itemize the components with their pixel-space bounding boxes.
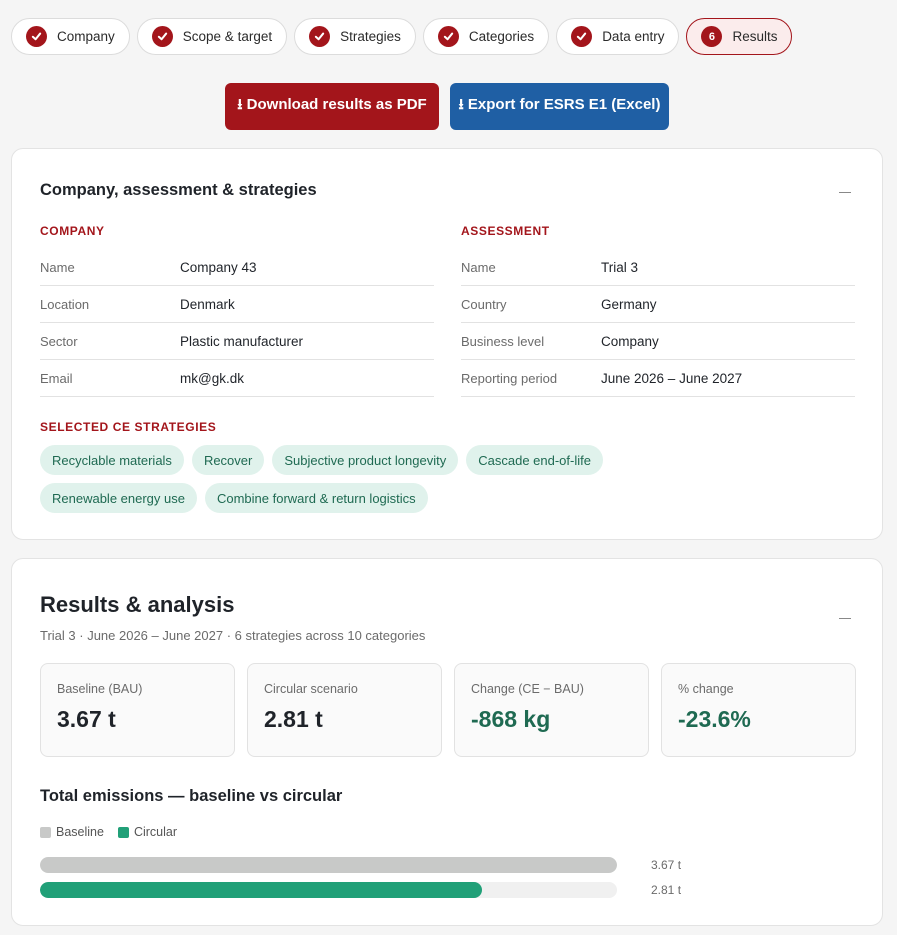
check-icon: [26, 26, 47, 47]
legend-label: Circular: [133, 825, 178, 839]
bar-value-label: 2.81 t: [651, 883, 682, 897]
strategy-chip: Subjective product longevity: [272, 445, 459, 475]
detail-value: Trial 3: [601, 259, 639, 275]
step-label: Scope & target: [182, 29, 273, 44]
detail-value: Company 43: [180, 259, 257, 275]
stat-baseline: Baseline (BAU) 3.67 t: [40, 663, 235, 757]
export-actions: ⭳ Download results as PDF ⭳ Export for E…: [225, 83, 669, 130]
stat-label: % change: [678, 682, 734, 696]
detail-value: June 2026 – June 2027: [601, 370, 743, 386]
company-heading: COMPANY: [40, 224, 105, 238]
detail-key: Name: [40, 259, 75, 275]
company-details: Name Company 43 Location Denmark Sector Pla…: [40, 249, 434, 397]
detail-key: Email: [40, 370, 73, 386]
detail-key: Country: [461, 296, 507, 312]
detail-key: Business level: [461, 333, 545, 349]
strategies-heading: SELECTED CE STRATEGIES: [40, 420, 217, 434]
collapse-icon[interactable]: [839, 618, 851, 619]
strategy-chip: Renewable energy use: [40, 483, 197, 513]
strategy-chips: Recyclable materials Recover Subjective …: [40, 445, 760, 513]
strategy-chip: Combine forward & return logistics: [204, 483, 428, 513]
bar-baseline: [40, 857, 617, 873]
detail-value: Denmark: [180, 296, 235, 312]
export-excel-button[interactable]: ⭳ Export for ESRS E1 (Excel): [450, 83, 669, 130]
strategy-chip: Recyclable materials: [40, 445, 184, 475]
step-label: Data entry: [602, 29, 665, 44]
step-number: 6: [701, 26, 723, 47]
check-icon: [309, 26, 331, 47]
step-categories[interactable]: Categories: [422, 18, 550, 55]
step-label: Categories: [468, 29, 535, 44]
stat-percent-change: % change -23.6%: [661, 663, 856, 757]
detail-row: Location Denmark: [40, 286, 434, 323]
detail-value: Company: [601, 333, 659, 349]
detail-value: Plastic manufacturer: [180, 333, 304, 349]
stat-label: Change (CE − BAU): [471, 682, 584, 696]
progress-stepper: Company Scope & target Strategies Catego…: [11, 18, 793, 55]
detail-row: Name Company 43: [40, 249, 434, 286]
stat-circular: Circular scenario 2.81 t: [247, 663, 442, 757]
legend-label: Baseline: [56, 825, 104, 839]
detail-key: Sector: [40, 333, 78, 349]
step-scope-target[interactable]: Scope & target: [136, 18, 288, 55]
step-data-entry[interactable]: Data entry: [556, 18, 680, 55]
detail-row: Sector Plastic manufacturer: [40, 323, 434, 360]
detail-row: Business level Company: [461, 323, 855, 360]
strategy-chip: Recover: [191, 445, 265, 475]
detail-key: Location: [40, 296, 90, 312]
legend-item-circular: Circular: [117, 825, 178, 839]
step-label: Strategies: [340, 29, 401, 44]
assessment-heading: ASSESSMENT: [461, 224, 550, 238]
summary-card: Company, assessment & strategies COMPANY…: [11, 148, 883, 540]
legend-item-baseline: Baseline: [40, 825, 104, 839]
stat-cards: Baseline (BAU) 3.67 t Circular scenario …: [40, 663, 856, 757]
assessment-details: Name Trial 3 Country Germany Business leve…: [461, 249, 855, 397]
summary-card-title: Company, assessment & strategies: [40, 181, 317, 199]
results-subtitle: Trial 3 · June 2026 – June 2027 · 6 stra…: [40, 628, 426, 643]
results-title: Results & analysis: [40, 592, 235, 617]
detail-key: Name: [461, 259, 496, 275]
stat-value: 3.67 t: [57, 706, 116, 732]
detail-row: Email mk@gk.dk: [40, 360, 434, 397]
detail-row: Country Germany: [461, 286, 855, 323]
check-icon: [151, 26, 173, 47]
download-pdf-button[interactable]: ⭳ Download results as PDF: [225, 83, 439, 130]
check-icon: [571, 26, 593, 47]
stat-label: Baseline (BAU): [57, 682, 143, 696]
detail-row: Name Trial 3: [461, 249, 855, 286]
stat-change: Change (CE − BAU) -868 kg: [454, 663, 649, 757]
chart-title: Total emissions — baseline vs circular: [40, 787, 343, 805]
stat-value: 2.81 t: [264, 706, 323, 732]
stat-value: -868 kg: [471, 706, 551, 732]
legend-swatch: [40, 826, 51, 838]
detail-row: Reporting period June 2026 – June 2027: [461, 360, 855, 397]
collapse-icon[interactable]: [839, 192, 851, 193]
bar-value-label: 3.67 t: [651, 858, 682, 872]
detail-value: Germany: [601, 296, 657, 312]
legend-swatch: [117, 826, 129, 838]
detail-value: mk@gk.dk: [180, 370, 244, 386]
step-company[interactable]: Company: [11, 18, 130, 55]
strategy-chip: Cascade end-of-life: [466, 445, 603, 475]
stat-value: -23.6%: [678, 706, 751, 732]
bar-circular: [40, 882, 482, 898]
check-icon: [437, 26, 459, 47]
step-label: Company: [57, 29, 115, 44]
bar-track-circular: [40, 882, 617, 898]
results-card: Results & analysis Trial 3 · June 2026 –…: [11, 558, 883, 926]
bar-track-baseline: [40, 857, 617, 873]
chart-legend: Baseline Circular: [40, 825, 177, 839]
step-strategies[interactable]: Strategies: [294, 18, 416, 55]
step-label: Results: [732, 29, 778, 44]
stat-label: Circular scenario: [264, 682, 358, 696]
step-results[interactable]: 6 Results: [686, 18, 793, 55]
detail-key: Reporting period: [461, 370, 558, 386]
